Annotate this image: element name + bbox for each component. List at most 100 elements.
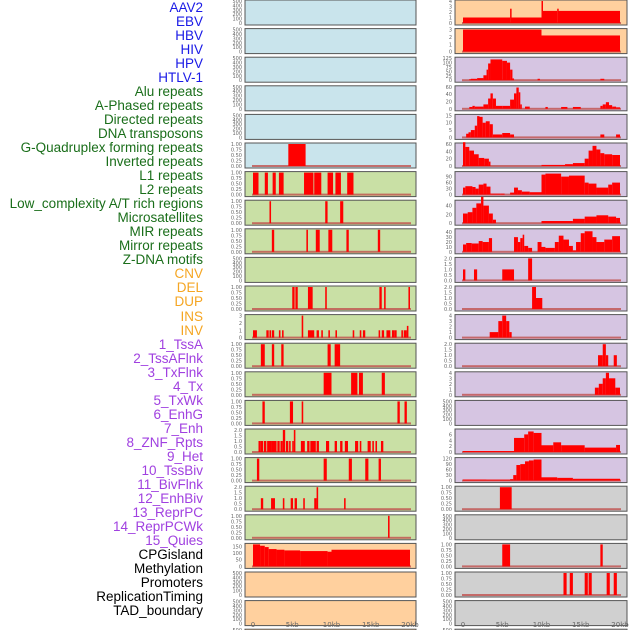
track-bar — [520, 238, 523, 252]
y-tick-label: 75 — [446, 65, 452, 71]
y-tick-label: 0.25 — [231, 416, 242, 422]
row-label: MIR repeats — [129, 224, 203, 240]
track-bar — [358, 372, 363, 395]
y-tick-label: 0.75 — [231, 462, 242, 468]
track-bar — [292, 441, 294, 452]
track-bar — [584, 182, 589, 195]
panel-background — [244, 113, 417, 140]
track-bar — [502, 60, 507, 81]
track-bar — [307, 441, 310, 452]
y-tick-label: 120 — [442, 457, 452, 463]
x-tick-label: 10kb — [533, 621, 551, 629]
y-tick-label: 0.75 — [231, 519, 242, 525]
track-bar — [483, 205, 489, 224]
track-baseline — [252, 222, 411, 225]
track-baseline — [462, 79, 621, 82]
track-bar — [271, 229, 275, 252]
y-tick-label: 0.75 — [231, 148, 242, 154]
y-tick-label: 200 — [442, 613, 452, 619]
y-tick-label: 300 — [232, 608, 242, 614]
y-tick-label: 0 — [449, 250, 452, 256]
y-tick-label: 0.75 — [231, 348, 242, 354]
track-bar — [478, 241, 483, 252]
y-tick-label: 3 — [449, 319, 452, 325]
track-bar — [355, 441, 359, 452]
y-tick-label: 200 — [232, 584, 242, 590]
track-bar — [271, 441, 277, 452]
track-bar — [335, 172, 341, 195]
y-tick-label: 1.0 — [444, 296, 452, 302]
track-bar — [605, 102, 610, 109]
row-label: G-Quadruplex forming repeats — [20, 140, 203, 156]
y-tick-label: 4 — [449, 0, 452, 5]
track-bar — [316, 441, 319, 452]
y-tick-label: 500 — [232, 0, 242, 5]
y-tick-label: 300 — [232, 580, 242, 586]
track-bar — [613, 355, 617, 367]
track-bar — [466, 133, 469, 138]
track-bar — [489, 332, 499, 338]
track-bar — [463, 187, 466, 195]
y-tick-label: 0 — [449, 336, 452, 342]
track-bar — [500, 193, 505, 195]
y-tick-label: 0.00 — [231, 164, 242, 170]
track-bar — [272, 172, 276, 195]
track-bar — [488, 161, 491, 166]
y-tick-label: 1.00 — [231, 342, 242, 348]
y-tick-label: 20 — [446, 240, 452, 246]
track-bar — [557, 8, 559, 23]
track-bar — [408, 287, 410, 309]
track-bar — [517, 242, 521, 252]
panel-background — [454, 600, 628, 627]
track-bar — [301, 401, 304, 424]
y-tick-label: 300 — [232, 265, 242, 271]
row-label: 6_EnhG — [153, 406, 203, 422]
y-tick-label: 5 — [449, 128, 452, 134]
y-tick-label: 50 — [446, 69, 452, 75]
track-bar — [478, 184, 484, 195]
track-bar — [290, 498, 294, 510]
y-tick-label: 400 — [232, 89, 242, 95]
track-bar — [260, 441, 264, 452]
y-tick-label: 1.00 — [231, 171, 242, 177]
track-bar — [470, 78, 478, 81]
panel-background — [244, 485, 417, 512]
y-tick-label: 0 — [449, 21, 452, 27]
y-tick-label: 2.0 — [234, 428, 242, 434]
row-label: A-Phased repeats — [94, 98, 203, 114]
track-bar — [483, 104, 489, 109]
track-bar — [262, 401, 265, 424]
track-bar — [278, 172, 284, 195]
track-bar — [592, 145, 597, 166]
track-bar — [281, 344, 284, 367]
track-bar — [268, 549, 277, 567]
y-tick-label: 300 — [232, 36, 242, 42]
panel-background — [244, 457, 417, 484]
row-label: CNV — [174, 266, 203, 282]
y-tick-label: 60 — [446, 142, 452, 148]
track-bar — [561, 106, 568, 109]
track-bar — [609, 378, 616, 395]
y-tick-label: 200 — [232, 613, 242, 619]
track-bar — [541, 35, 620, 52]
track-bar — [253, 330, 257, 338]
y-tick-label: 1.0 — [234, 496, 242, 502]
track-bar — [314, 498, 317, 510]
track-bar — [502, 315, 507, 338]
y-tick-label: 0 — [449, 622, 452, 628]
y-tick-label: 0.00 — [231, 193, 242, 199]
row-label: DNA transposons — [97, 126, 203, 142]
y-tick-label: 500 — [232, 571, 242, 577]
y-tick-label: 2 — [449, 444, 452, 450]
track-bar — [289, 401, 294, 424]
track-bar — [384, 287, 386, 309]
y-tick-label: 0.0 — [234, 450, 242, 456]
track-bar — [467, 212, 473, 224]
panel-background — [244, 85, 417, 112]
track-bar — [288, 144, 306, 166]
track-bar — [545, 247, 555, 252]
track-bar — [563, 239, 569, 252]
track-bar — [352, 330, 355, 338]
track-bar — [365, 458, 369, 481]
y-tick-label: 500 — [232, 28, 242, 34]
